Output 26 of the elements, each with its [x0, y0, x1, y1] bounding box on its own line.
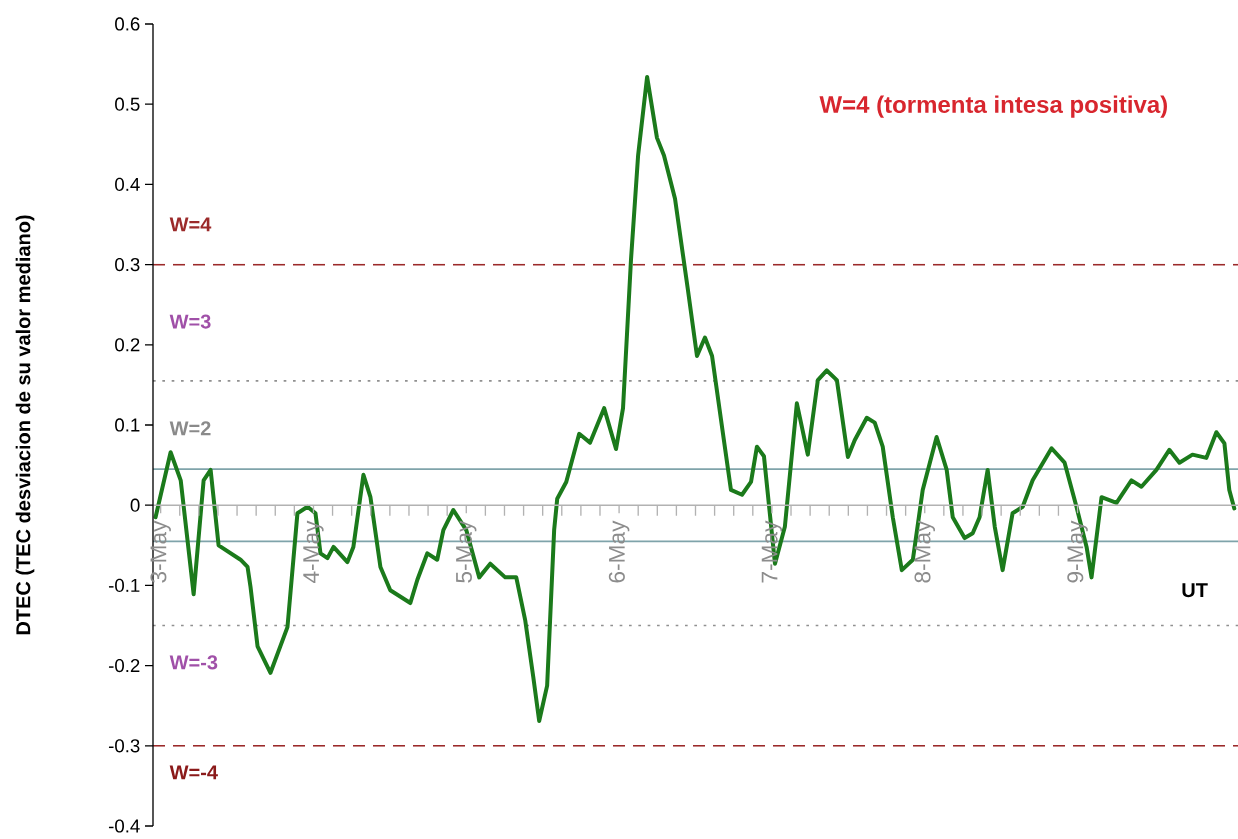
y-tick-label: -0.2	[108, 658, 140, 673]
y-tick-label: -0.3	[108, 739, 140, 753]
annotation: W=4	[169, 217, 212, 232]
annotation: W=4 (tormenta intesa positiva)	[819, 95, 1167, 118]
y-tick-label: -0.4	[108, 819, 140, 833]
x-tick-label: 4-May	[303, 520, 324, 584]
y-tick-label: 0	[130, 498, 140, 512]
y-tick-label: -0.1	[108, 578, 140, 593]
x-tick-label: 9-May	[1067, 520, 1088, 583]
x-axis-title: UT	[1182, 583, 1208, 598]
y-tick-label: 0.1	[115, 418, 140, 432]
x-tick-label: 7-May	[761, 520, 783, 583]
x-tick-label: 8-May	[914, 520, 935, 583]
annotation: W=2	[169, 421, 211, 436]
y-tick-label: 0.6	[115, 17, 140, 31]
x-tick-label: 3-May	[150, 520, 171, 583]
y-axis-title: DTEC (TEC desviacion de su valor mediano)	[15, 215, 35, 635]
x-tick-label: 6-May	[608, 520, 630, 583]
annotation: W=-4	[169, 765, 218, 780]
x-tick-label: 5-May	[456, 520, 477, 583]
y-tick-label: 0.2	[115, 338, 140, 352]
annotation: W=-3	[169, 655, 218, 670]
annotation: W=3	[169, 314, 211, 329]
y-tick-label: 0.5	[115, 97, 140, 111]
y-tick-label: 0.3	[115, 257, 140, 272]
y-tick-label: 0.4	[115, 177, 140, 191]
